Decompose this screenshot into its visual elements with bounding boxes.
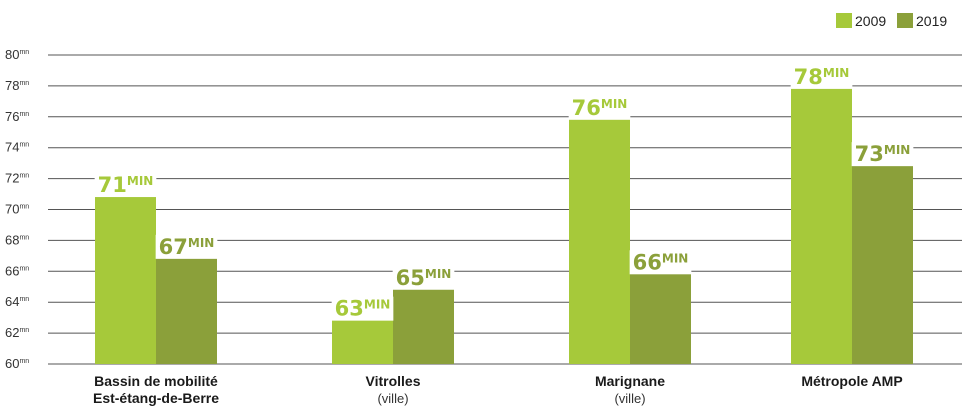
bar-2019-2	[630, 271, 691, 364]
data-label-backing	[392, 265, 455, 290]
category-sublabel: (ville)	[614, 391, 645, 406]
category-label: Bassin de mobilité	[94, 373, 218, 389]
y-tick-label: 80mn	[5, 47, 29, 62]
bar-2009-3	[791, 85, 852, 365]
y-tick-label: 72mn	[5, 171, 29, 186]
data-label: 71MIN	[98, 173, 154, 197]
data-label: 66MIN	[633, 250, 689, 274]
bar-2019-3	[852, 163, 913, 364]
data-label: 63MIN	[335, 297, 391, 321]
y-tick-label: 78mn	[5, 78, 29, 93]
bars	[95, 85, 913, 365]
legend-label-2009: 2009	[855, 13, 886, 29]
data-label: 76MIN	[572, 96, 628, 120]
data-label-backing	[94, 173, 157, 198]
data-label-backing	[331, 296, 394, 321]
bar-2009-0	[95, 194, 156, 364]
legend: 2009 2019	[836, 13, 947, 29]
legend-swatch-2019	[897, 13, 913, 28]
data-label: 67MIN	[159, 235, 215, 259]
category-label: Marignane	[595, 373, 665, 389]
data-label-backing	[568, 95, 631, 120]
data-label-backing	[851, 142, 914, 167]
y-tick-label: 68mn	[5, 232, 29, 247]
category-label-line2: Est-étang-de-Berre	[93, 390, 219, 406]
y-tick-label: 64mn	[5, 294, 29, 309]
data-label-backing	[790, 64, 853, 89]
legend-label-2019: 2019	[916, 13, 947, 29]
y-tick-label: 62mn	[5, 325, 29, 340]
category-label: Vitrolles	[366, 373, 421, 389]
data-label-backing	[629, 250, 692, 275]
y-tick-label: 70mn	[5, 202, 29, 217]
y-axis-ticks: 60mn 62mn 64mn 66mn 68mn 70mn 72mn 74mn 76mn 78mn…	[5, 47, 29, 371]
bar-2009-1	[332, 317, 393, 364]
bar-2019-0	[156, 255, 217, 364]
category-sublabel: (ville)	[377, 391, 408, 406]
category-label: Métropole AMP	[801, 373, 902, 389]
data-label: 65MIN	[396, 266, 452, 290]
data-label-backing	[155, 234, 218, 259]
y-tick-label: 66mn	[5, 263, 29, 278]
data-label: 78MIN	[794, 65, 850, 89]
legend-swatch-2009	[836, 13, 852, 28]
data-label: 73MIN	[855, 142, 911, 166]
y-tick-label: 60mn	[5, 356, 29, 371]
bar-2019-1	[393, 286, 454, 364]
bar-2009-2	[569, 116, 630, 364]
y-tick-label: 74mn	[5, 140, 29, 155]
y-tick-label: 76mn	[5, 109, 29, 124]
